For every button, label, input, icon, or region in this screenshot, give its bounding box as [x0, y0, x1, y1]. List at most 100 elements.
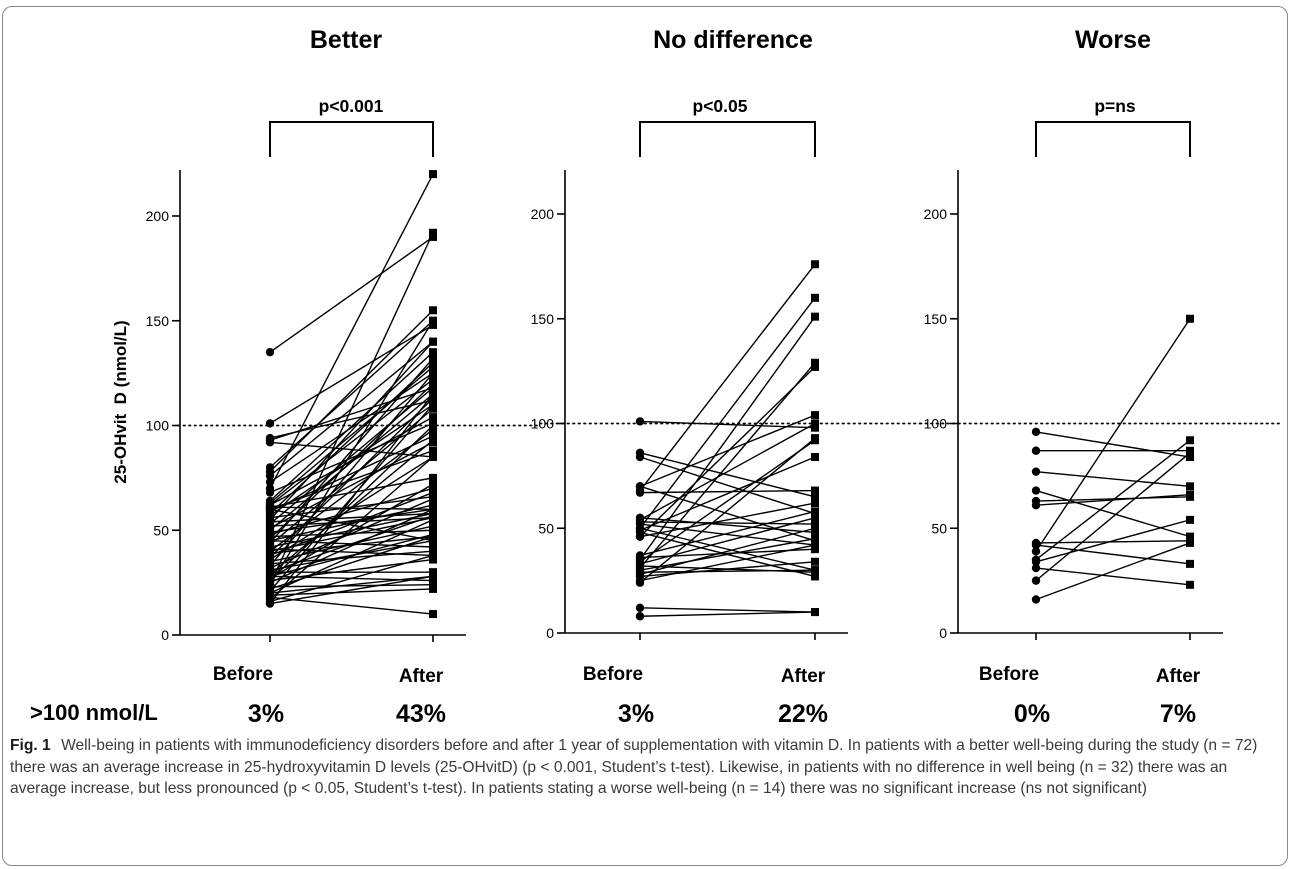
after-point: [429, 431, 437, 440]
paired-line: [269, 439, 434, 575]
paired-line: [269, 575, 434, 594]
after-point: [1186, 314, 1194, 323]
paired-line: [269, 456, 434, 600]
paired-line: [1035, 318, 1191, 552]
panel-title: Better: [310, 26, 383, 54]
row-label: >100 nmol/L: [30, 700, 158, 725]
paired-line: [269, 508, 434, 534]
after-point: [429, 379, 437, 388]
paired-line: [639, 527, 816, 576]
paired-line: [269, 320, 434, 586]
after-point: [1186, 448, 1194, 457]
paired-line: [639, 527, 816, 571]
paired-line: [1035, 452, 1191, 582]
paired-line: [269, 584, 434, 588]
before-point: [635, 578, 645, 587]
y-tick-label: 200: [146, 208, 170, 224]
before-point: [1031, 557, 1041, 566]
before-point: [1031, 595, 1041, 604]
paired-line: [269, 387, 434, 525]
after-point: [429, 404, 437, 413]
after-point: [1186, 559, 1194, 568]
after-point: [429, 515, 437, 524]
after-point: [429, 390, 437, 399]
after-point: [429, 170, 437, 179]
paired-line: [639, 456, 816, 515]
after-point: [811, 499, 819, 508]
paired-line: [269, 435, 434, 513]
after-point: [429, 473, 437, 482]
after-point: [429, 484, 437, 493]
paired-line: [1035, 567, 1191, 586]
after-point: [429, 532, 437, 541]
after-point: [1186, 532, 1194, 541]
x-category-label: After: [1156, 666, 1201, 687]
paired-line: [639, 607, 816, 613]
paired-line: [639, 414, 816, 487]
after-point: [1186, 482, 1194, 491]
before-point: [1031, 446, 1041, 455]
after-point: [429, 543, 437, 552]
after-point: [811, 293, 819, 302]
paired-line: [269, 173, 434, 489]
paired-line: [269, 324, 434, 425]
after-point: [429, 452, 437, 461]
before-point: [635, 612, 645, 621]
after-point: [811, 513, 819, 522]
significance-bracket: [639, 121, 816, 157]
after-point: [429, 320, 437, 329]
paired-line: [269, 519, 434, 594]
paired-line: [639, 489, 816, 494]
after-point: [811, 260, 819, 269]
after-point: [429, 232, 437, 241]
paired-line: [269, 232, 434, 586]
before-point: [1031, 501, 1041, 510]
paired-line: [639, 510, 816, 557]
paired-line: [639, 297, 816, 529]
after-point: [429, 505, 437, 514]
paired-line: [1035, 439, 1191, 561]
paired-line: [269, 236, 434, 353]
p-value-label: p=ns: [1094, 96, 1136, 116]
after-point: [429, 547, 437, 556]
after-point: [429, 362, 437, 371]
before-point: [635, 417, 645, 426]
before-point: [265, 347, 275, 357]
after-point: [1186, 515, 1194, 524]
x-category-label: Before: [213, 664, 273, 685]
paired-line: [639, 362, 816, 569]
significance-bracket: [1035, 121, 1191, 157]
after-point: [811, 358, 819, 367]
before-point: [1031, 576, 1041, 585]
paired-line: [269, 372, 434, 567]
x-category-label: After: [399, 666, 444, 687]
y-tick-label: 200: [531, 206, 555, 222]
paired-line: [269, 309, 434, 473]
paired-line: [639, 485, 816, 542]
percent-above-100: 22%: [778, 700, 828, 728]
after-point: [1186, 436, 1194, 445]
after-point: [429, 480, 437, 489]
after-point: [811, 434, 819, 443]
before-point: [635, 452, 645, 462]
paired-line: [269, 441, 434, 529]
paired-line: [269, 575, 434, 605]
after-point: [429, 228, 437, 237]
after-point: [429, 551, 437, 560]
x-category-label: After: [781, 666, 826, 687]
panel-title: No difference: [653, 26, 813, 54]
after-point: [811, 492, 819, 501]
after-point: [429, 522, 437, 531]
after-point: [429, 306, 437, 315]
paired-line: [269, 397, 434, 558]
after-point: [811, 419, 819, 428]
percent-above-100: 0%: [1014, 700, 1050, 728]
before-point: [635, 488, 645, 497]
paired-line: [269, 403, 434, 517]
paired-line: [269, 393, 434, 531]
paired-line: [269, 477, 434, 508]
after-point: [1186, 453, 1194, 462]
paired-line: [639, 437, 816, 584]
after-point: [811, 520, 819, 529]
figure-chart: Better p<0.001 0 50 100 150 200 Before After 3% 43…: [30, 26, 1281, 728]
